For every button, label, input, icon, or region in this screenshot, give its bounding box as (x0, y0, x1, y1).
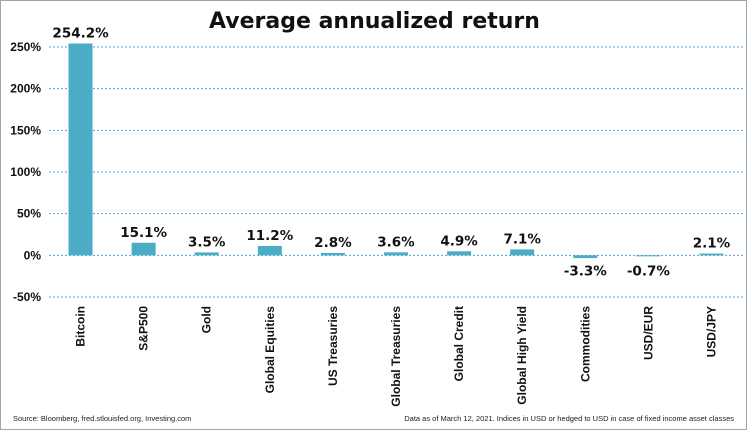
x-axis-ticks: Bitcoin S&P500 Gold Global Equities US Treas… (74, 306, 719, 407)
bar (510, 249, 535, 256)
data-labels: 254.2% 15.1% 3.5% 11.2% 2.8% 3.6% 4.9% 7.1% -3.3… (52, 26, 730, 280)
data-label: 7.1% (503, 231, 541, 247)
bar (636, 255, 661, 257)
data-label: 11.2% (246, 228, 293, 244)
x-tick-label: Global Equities (263, 306, 277, 394)
x-tick-label: Commodities (578, 306, 592, 382)
y-tick-label: 50% (17, 207, 41, 221)
y-tick-label: 0% (24, 248, 42, 262)
data-label: 2.1% (693, 236, 731, 252)
bar (257, 246, 282, 256)
x-tick-label: USD/JPY (704, 306, 718, 357)
bar (699, 253, 724, 256)
x-tick-label: Bitcoin (74, 306, 88, 347)
x-tick-label: Gold (200, 306, 214, 333)
y-axis-ticks: -50% 0% 50% 100% 150% 200% 250% (10, 40, 41, 304)
chart-title: Average annualized return (209, 9, 540, 34)
y-tick-label: 250% (10, 40, 41, 54)
data-label: -3.3% (564, 263, 608, 279)
bar (384, 252, 408, 256)
data-label: 3.6% (377, 234, 415, 250)
bar (194, 252, 219, 256)
bar (131, 242, 156, 256)
bar (320, 253, 345, 256)
data-label: 254.2% (52, 26, 109, 42)
x-tick-label: Global Treasuries (389, 306, 403, 407)
data-label: 3.5% (188, 234, 226, 250)
y-tick-label: 200% (10, 82, 41, 96)
grid-lines (49, 46, 743, 298)
bar (68, 43, 93, 256)
data-label: 15.1% (120, 225, 167, 241)
data-label: 2.8% (314, 235, 352, 251)
data-date-note: Data as of March 12, 2021. Indices in US… (404, 414, 734, 423)
data-label: -0.7% (627, 263, 671, 279)
data-label: 4.9% (440, 233, 478, 249)
y-tick-label: -50% (13, 290, 41, 304)
y-tick-label: 100% (10, 165, 41, 179)
bar (573, 255, 598, 259)
source-note: Source: Bloomberg, fred.stlouisfed.org, … (13, 414, 192, 423)
bars (68, 43, 724, 259)
x-tick-label: US Treasuries (326, 306, 340, 386)
x-tick-label: Global High Yield (515, 306, 529, 405)
bar (447, 251, 472, 256)
y-tick-label: 150% (10, 123, 41, 137)
x-tick-label: Global Credit (452, 306, 466, 381)
x-tick-label: USD/EUR (641, 306, 655, 360)
x-tick-label: S&P500 (137, 306, 151, 351)
